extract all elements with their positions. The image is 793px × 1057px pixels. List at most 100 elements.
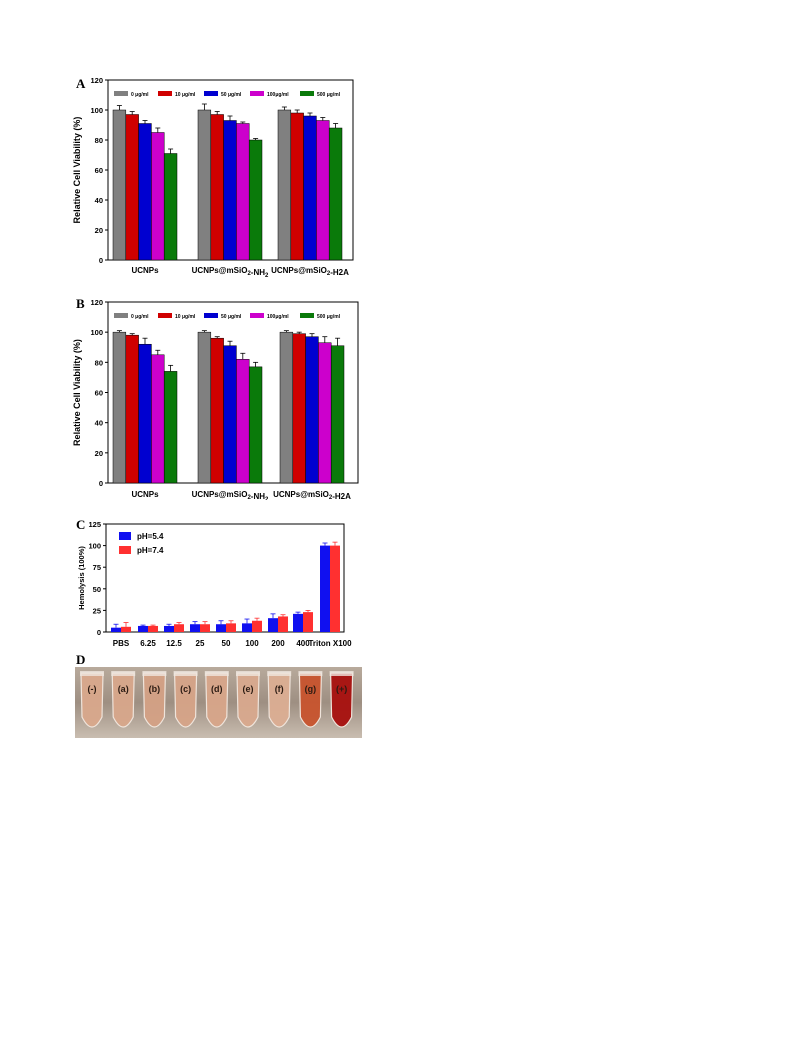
bar [226, 623, 236, 632]
category-label: PBS [113, 639, 130, 648]
bar [248, 366, 263, 484]
y-axis-label: Hemolysis (100%) [77, 546, 86, 610]
legend-swatch [300, 91, 314, 96]
tube-label: (c) [180, 684, 191, 694]
bar [320, 545, 330, 632]
legend-swatch [119, 546, 131, 554]
tube-cap [80, 671, 104, 676]
tube-cap [142, 671, 167, 676]
bar [138, 625, 148, 632]
hemolysis-chart-c: 0 25 50 75 100 125 Hemolysis (100%) PBS 6.25 12.5… [77, 520, 352, 648]
category-label: UCNPs [131, 490, 159, 499]
bar [216, 624, 226, 632]
tube-label: (a) [118, 684, 129, 694]
bar [210, 337, 224, 484]
legend-label: 10 μg/ml [175, 92, 196, 98]
category-label: UCNPs@mSiO2-NH2 [192, 490, 269, 500]
tube-label: (g) [305, 684, 317, 694]
bar [242, 623, 252, 632]
category-label: UCNPs@mSiO2-H2A [273, 490, 351, 500]
tube [329, 672, 354, 728]
bar [316, 120, 330, 261]
bar [277, 109, 292, 261]
tube-cap [204, 671, 229, 676]
legend-swatch [114, 313, 128, 318]
y-tick-label: 120 [90, 76, 103, 85]
tube-label: (+) [336, 684, 347, 694]
y-tick-label: 125 [88, 520, 101, 529]
hemolysis-photo: (-) (a) (b) (c) (d) (e) (f) (g) (+) [75, 667, 362, 738]
bar [223, 345, 237, 484]
tube [173, 672, 198, 728]
tube [111, 672, 135, 728]
panel-label-c: C [76, 517, 86, 532]
legend-swatch [119, 532, 131, 540]
bar [293, 613, 303, 632]
panel-label-b: B [76, 296, 85, 311]
tube-cap [267, 671, 292, 676]
y-tick-label: 0 [99, 256, 103, 265]
y-tick-label: 20 [95, 226, 103, 235]
y-tick-label: 100 [88, 542, 101, 551]
y-tick-label: 0 [97, 628, 101, 637]
legend-swatch [204, 91, 218, 96]
bar [330, 345, 345, 484]
bar [303, 115, 317, 261]
tube-cap [329, 671, 354, 676]
category-label: 400 [296, 639, 310, 648]
bar [138, 343, 152, 484]
panel-label-a: A [76, 76, 86, 91]
bar [190, 624, 200, 632]
category-label: UCNPs@mSiO2-H2A [271, 266, 349, 277]
legend-label: pH=7.4 [137, 546, 164, 555]
legend-swatch [300, 313, 314, 318]
tube-label: (-) [88, 684, 97, 694]
category-label: 50 [222, 639, 231, 648]
y-tick-label: 75 [93, 563, 101, 572]
category-label: 25 [196, 639, 205, 648]
y-tick-label: 20 [95, 449, 103, 458]
bar [223, 120, 237, 261]
bar [125, 334, 139, 484]
panel-label-d: D [76, 652, 86, 667]
y-axis-label: Relative Cell Viability (%) [72, 339, 82, 446]
bar [174, 624, 184, 632]
y-tick-label: 40 [95, 196, 103, 205]
tube [205, 672, 229, 728]
bar [292, 333, 306, 484]
bar [112, 109, 127, 261]
tube-cap [298, 671, 323, 676]
bar [138, 123, 152, 261]
bar [318, 342, 332, 484]
y-tick-label: 80 [95, 358, 103, 367]
bar [268, 618, 278, 632]
category-label: UCNPs@mSiO2-NH2 [192, 266, 269, 279]
bar [197, 331, 212, 484]
legend-swatch [250, 91, 264, 96]
legend-label: 50 μg/ml [221, 314, 242, 320]
legend-swatch [204, 313, 218, 318]
tube [80, 672, 104, 728]
bar [164, 625, 174, 632]
y-tick-label: 25 [93, 606, 101, 615]
legend-label: 10 μg/ml [175, 314, 196, 320]
category-label: UCNPs [131, 266, 159, 275]
tube-label: (d) [211, 684, 223, 694]
y-tick-label: 80 [95, 136, 103, 145]
legend-label: pH=5.4 [137, 532, 164, 541]
bar [303, 612, 313, 632]
category-label: Triton X100 [308, 639, 352, 648]
y-tick-label: 60 [95, 166, 103, 175]
bar [148, 625, 158, 632]
category-label: 200 [271, 639, 285, 648]
bar [151, 354, 165, 484]
y-tick-label: 120 [90, 298, 103, 307]
bar [330, 545, 340, 632]
tube-cap [111, 671, 136, 676]
y-tick-label: 50 [93, 585, 101, 594]
legend-label: 500 μg/ml [317, 314, 341, 320]
viability-chart-b: 0 20 40 60 80 100 120 Relative Cell Viability (… [72, 298, 359, 500]
bar [236, 359, 250, 484]
bar [151, 132, 165, 261]
y-tick-label: 100 [90, 328, 103, 337]
